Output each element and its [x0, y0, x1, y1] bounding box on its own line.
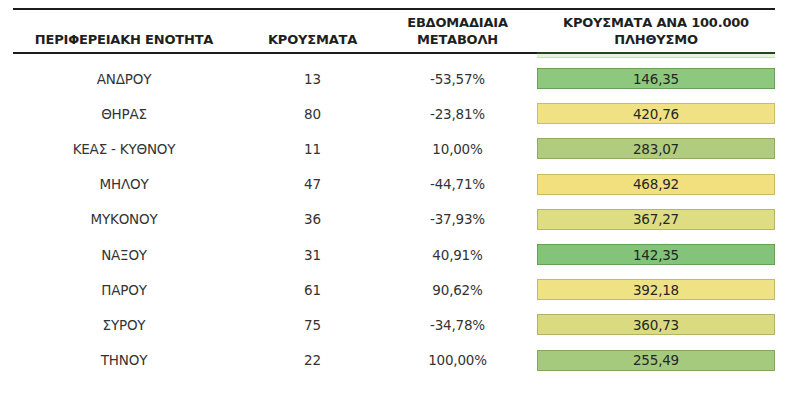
region-cell: ΤΗΝΟΥ — [13, 352, 235, 368]
column-header-region: ΠΕΡΙΦΕΡΕΙΑΚΗ ΕΝΟΤΗΤΑ — [13, 31, 235, 49]
per100k-cell-wrap: 283,07 — [537, 138, 775, 159]
per100k-cell-wrap: 142,35 — [537, 244, 775, 265]
cases-table: ΠΕΡΙΦΕΡΕΙΑΚΗ ΕΝΟΤΗΤΑ ΚΡΟΥΣΜΑΤΑ ΕΒΔΟΜΑΔΙΑ… — [13, 8, 775, 378]
per100k-cell: 468,92 — [537, 174, 775, 195]
color-scale-strip — [537, 54, 775, 58]
table-row: ΜΗΛΟΥ 47 -44,71% 468,92 — [13, 167, 775, 202]
cases-cell: 13 — [235, 71, 390, 87]
cases-cell: 31 — [235, 247, 390, 263]
per100k-cell: 420,76 — [537, 103, 775, 124]
table-row: ΘΗΡΑΣ 80 -23,81% 420,76 — [13, 96, 775, 131]
table-header-row: ΠΕΡΙΦΕΡΕΙΑΚΗ ΕΝΟΤΗΤΑ ΚΡΟΥΣΜΑΤΑ ΕΒΔΟΜΑΔΙΑ… — [13, 10, 775, 52]
table-body: ΑΝΔΡΟΥ 13 -53,57% 146,35 ΘΗΡΑΣ 80 -23,81… — [13, 61, 775, 378]
change-cell: 40,91% — [390, 247, 525, 263]
per100k-cell-wrap: 367,27 — [537, 209, 775, 230]
per100k-cell: 392,18 — [537, 279, 775, 300]
cases-cell: 75 — [235, 317, 390, 333]
per100k-cell-wrap: 255,49 — [537, 350, 775, 371]
region-cell: ΣΥΡΟΥ — [13, 317, 235, 333]
change-cell: -37,93% — [390, 211, 525, 227]
column-header-weekly-change: ΕΒΔΟΜΑΔΙΑΙΑ ΜΕΤΑΒΟΛΗ — [390, 14, 525, 49]
cases-cell: 22 — [235, 352, 390, 368]
region-cell: ΜΗΛΟΥ — [13, 176, 235, 192]
table-row: ΣΥΡΟΥ 75 -34,78% 360,73 — [13, 307, 775, 342]
per100k-cell-wrap: 420,76 — [537, 103, 775, 124]
change-cell: 10,00% — [390, 141, 525, 157]
change-cell: -34,78% — [390, 317, 525, 333]
per100k-cell-wrap: 360,73 — [537, 314, 775, 335]
cases-cell: 11 — [235, 141, 390, 157]
table-row: ΑΝΔΡΟΥ 13 -53,57% 146,35 — [13, 61, 775, 96]
per100k-cell: 146,35 — [537, 68, 775, 89]
per100k-cell: 360,73 — [537, 314, 775, 335]
spacer-row — [13, 54, 775, 61]
header-underline-green — [537, 52, 775, 54]
change-cell: -23,81% — [390, 106, 525, 122]
cases-cell: 80 — [235, 106, 390, 122]
per100k-cell: 367,27 — [537, 209, 775, 230]
region-cell: ΜΥΚΟΝΟΥ — [13, 211, 235, 227]
per100k-cell: 283,07 — [537, 138, 775, 159]
region-cell: ΠΑΡΟΥ — [13, 282, 235, 298]
change-cell: 90,62% — [390, 282, 525, 298]
per100k-cell: 255,49 — [537, 350, 775, 371]
table-row: ΤΗΝΟΥ 22 100,00% 255,49 — [13, 343, 775, 378]
change-cell: 100,00% — [390, 352, 525, 368]
cases-cell: 61 — [235, 282, 390, 298]
per100k-cell-wrap: 468,92 — [537, 174, 775, 195]
column-header-per-100k: ΚΡΟΥΣΜΑΤΑ ΑΝΑ 100.000 ΠΛΗΘΥΣΜΟ — [537, 14, 775, 49]
cases-cell: 47 — [235, 176, 390, 192]
per100k-cell-wrap: 392,18 — [537, 279, 775, 300]
change-cell: -44,71% — [390, 176, 525, 192]
region-cell: ΑΝΔΡΟΥ — [13, 71, 235, 87]
table-row: ΝΑΞΟΥ 31 40,91% 142,35 — [13, 237, 775, 272]
column-header-cases: ΚΡΟΥΣΜΑΤΑ — [235, 31, 390, 49]
region-cell: ΚΕΑΣ - ΚΥΘΝΟΥ — [13, 141, 235, 157]
region-cell: ΝΑΞΟΥ — [13, 247, 235, 263]
region-cell: ΘΗΡΑΣ — [13, 106, 235, 122]
header-underline — [13, 52, 775, 54]
per100k-cell-wrap: 146,35 — [537, 68, 775, 89]
table-row: ΠΑΡΟΥ 61 90,62% 392,18 — [13, 272, 775, 307]
per100k-cell: 142,35 — [537, 244, 775, 265]
table-row: ΜΥΚΟΝΟΥ 36 -37,93% 367,27 — [13, 202, 775, 237]
table-row: ΚΕΑΣ - ΚΥΘΝΟΥ 11 10,00% 283,07 — [13, 131, 775, 166]
change-cell: -53,57% — [390, 71, 525, 87]
cases-cell: 36 — [235, 211, 390, 227]
